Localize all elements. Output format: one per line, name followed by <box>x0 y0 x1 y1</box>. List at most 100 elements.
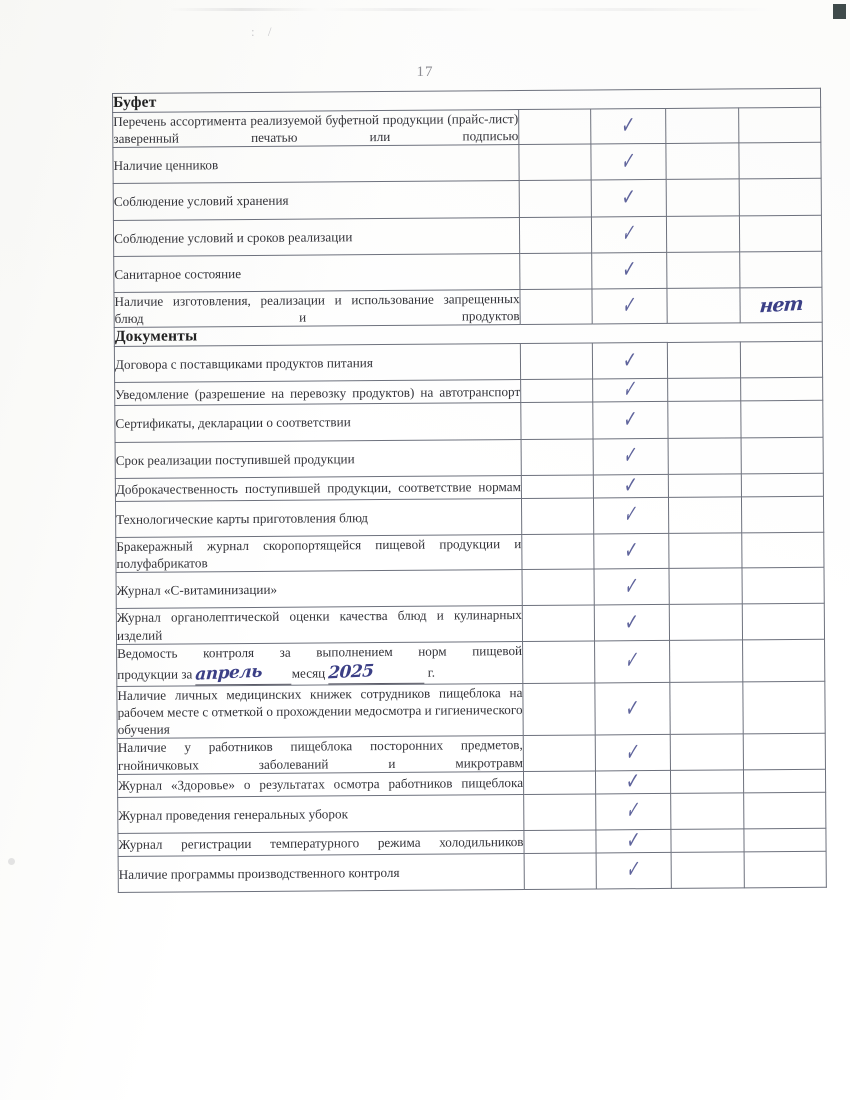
checkmark-cell[interactable]: ✓ <box>590 143 667 181</box>
empty-mark-cell[interactable] <box>668 473 742 498</box>
empty-mark-cell[interactable] <box>741 532 824 569</box>
empty-mark-cell[interactable] <box>666 179 740 217</box>
empty-mark-cell[interactable] <box>523 829 597 854</box>
checkmark-cell[interactable]: ✓ <box>593 437 669 475</box>
empty-mark-cell[interactable] <box>669 681 744 735</box>
empty-mark-cell[interactable] <box>523 735 596 772</box>
checkmark-cell[interactable]: ✓ <box>591 252 667 289</box>
empty-mark-cell[interactable] <box>521 497 594 535</box>
empty-mark-cell[interactable] <box>667 342 741 379</box>
empty-mark-cell[interactable] <box>743 733 826 770</box>
checkmark-cell[interactable]: ✓ <box>595 825 672 855</box>
empty-mark-cell[interactable] <box>521 533 595 570</box>
empty-mark-cell[interactable] <box>522 640 595 684</box>
checklist-item-label: Журнал «Здоровье» о результатах осмотра … <box>117 771 524 798</box>
empty-mark-cell[interactable] <box>740 341 823 379</box>
checkmark-cell[interactable]: ✓ <box>592 401 669 439</box>
empty-mark-cell[interactable] <box>666 287 741 324</box>
empty-mark-cell[interactable] <box>744 851 827 888</box>
empty-mark-cell[interactable] <box>524 852 597 890</box>
checkmark-cell[interactable]: ✓ <box>593 471 669 498</box>
empty-mark-cell[interactable] <box>520 402 594 440</box>
empty-mark-cell[interactable] <box>521 474 594 499</box>
empty-mark-cell[interactable] <box>518 144 592 181</box>
empty-mark-cell[interactable] <box>742 681 826 735</box>
empty-mark-cell[interactable] <box>519 288 593 325</box>
checkmark-cell[interactable]: ✓ <box>591 288 668 325</box>
note-cell[interactable]: нет <box>739 287 823 324</box>
empty-mark-cell[interactable] <box>520 379 593 403</box>
checkmark-cell[interactable]: ✓ <box>591 179 667 217</box>
empty-mark-cell[interactable] <box>740 377 823 402</box>
empty-mark-cell[interactable] <box>667 378 741 402</box>
checkmark-cell[interactable]: ✓ <box>593 533 670 570</box>
year-blank-field[interactable]: 2025 <box>328 660 425 685</box>
empty-mark-cell[interactable] <box>741 436 824 474</box>
checkmark-cell[interactable]: ✓ <box>593 497 669 534</box>
empty-mark-cell[interactable] <box>670 734 744 771</box>
month-blank-field[interactable]: апрель <box>195 661 292 686</box>
empty-mark-cell[interactable] <box>666 215 740 253</box>
checkmark-cell[interactable]: ✓ <box>594 682 671 736</box>
empty-mark-cell[interactable] <box>521 438 594 476</box>
empty-mark-cell[interactable] <box>739 251 822 288</box>
handwritten-checkmark-icon: ✓ <box>621 183 637 211</box>
empty-mark-cell[interactable] <box>740 400 824 438</box>
empty-mark-cell[interactable] <box>669 639 743 683</box>
empty-mark-cell[interactable] <box>739 214 822 252</box>
handwritten-checkmark-icon: ✓ <box>625 767 641 795</box>
checkmark-cell[interactable]: ✓ <box>596 852 672 889</box>
table-row: Договора с поставщиками продуктов питани… <box>114 341 823 383</box>
empty-mark-cell[interactable] <box>666 251 740 289</box>
checkmark-cell[interactable]: ✓ <box>592 373 668 406</box>
empty-mark-cell[interactable] <box>742 638 825 682</box>
empty-mark-cell[interactable] <box>519 252 592 290</box>
checkmark-cell[interactable]: ✓ <box>590 108 666 145</box>
empty-mark-cell[interactable] <box>522 682 596 736</box>
empty-mark-cell[interactable] <box>665 107 739 144</box>
empty-mark-cell[interactable] <box>741 567 825 605</box>
handwritten-note-value: нет <box>758 292 804 318</box>
checkmark-cell[interactable]: ✓ <box>594 568 670 606</box>
checkmark-cell[interactable]: ✓ <box>595 734 671 771</box>
empty-mark-cell[interactable] <box>519 180 592 218</box>
empty-mark-cell[interactable] <box>668 437 742 475</box>
table-row: Наличие программы производственного конт… <box>118 851 827 893</box>
empty-mark-cell[interactable] <box>523 770 596 795</box>
empty-mark-cell[interactable] <box>738 142 822 180</box>
empty-mark-cell[interactable] <box>668 532 742 569</box>
empty-mark-cell[interactable] <box>738 107 821 144</box>
empty-mark-cell[interactable] <box>670 828 745 853</box>
checkmark-cell[interactable]: ✓ <box>595 793 671 830</box>
fill-in-prefix: продукции за <box>117 666 193 682</box>
checkmark-cell[interactable]: ✓ <box>591 216 667 253</box>
empty-mark-cell[interactable] <box>518 108 591 145</box>
empty-mark-cell[interactable] <box>739 178 822 216</box>
empty-mark-cell[interactable] <box>742 603 825 640</box>
empty-mark-cell[interactable] <box>522 569 595 606</box>
empty-mark-cell[interactable] <box>523 793 596 831</box>
empty-mark-cell[interactable] <box>743 828 827 852</box>
empty-mark-cell[interactable] <box>668 496 742 534</box>
checkmark-cell[interactable]: ✓ <box>594 640 670 683</box>
empty-mark-cell[interactable] <box>669 568 743 605</box>
empty-mark-cell[interactable] <box>669 604 743 641</box>
empty-mark-cell[interactable] <box>520 343 593 380</box>
empty-mark-cell[interactable] <box>670 769 744 794</box>
handwritten-checkmark-icon: ✓ <box>623 643 641 677</box>
empty-mark-cell[interactable] <box>741 473 824 497</box>
fill-in-suffix: г. <box>427 664 436 680</box>
empty-mark-cell[interactable] <box>665 143 740 180</box>
checkmark-cell[interactable]: ✓ <box>595 767 671 795</box>
empty-mark-cell[interactable] <box>743 768 826 793</box>
checklist-item-label: Перечень ассортимента реализуемой буфетн… <box>112 109 519 148</box>
checklist-item-label: Ведомость контроля за выполнением норм п… <box>116 641 523 687</box>
empty-mark-cell[interactable] <box>743 791 826 829</box>
empty-mark-cell[interactable] <box>741 496 824 533</box>
empty-mark-cell[interactable] <box>670 792 744 830</box>
empty-mark-cell[interactable] <box>522 605 595 642</box>
empty-mark-cell[interactable] <box>667 401 742 438</box>
checkmark-cell[interactable]: ✓ <box>594 604 670 641</box>
empty-mark-cell[interactable] <box>519 216 592 254</box>
empty-mark-cell[interactable] <box>671 851 745 889</box>
